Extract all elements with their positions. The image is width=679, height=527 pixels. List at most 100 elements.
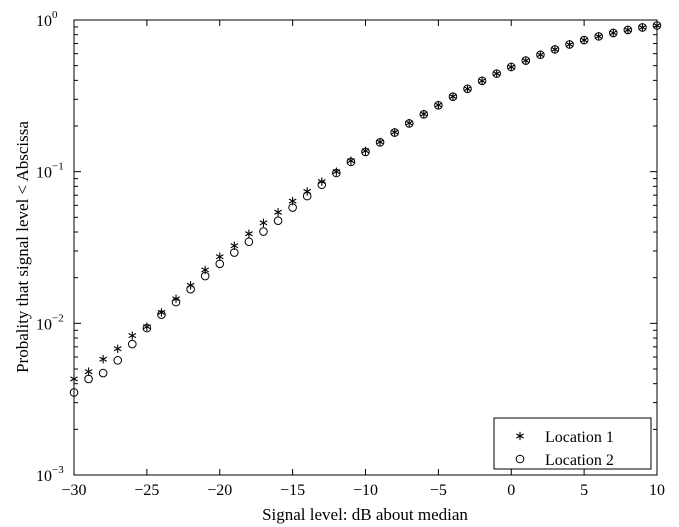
y-tick-label: 100 [36,9,58,30]
data-point-location-2 [623,25,633,35]
data-point-location-1 [653,21,661,30]
data-point-location-1 [142,322,151,331]
data-point-location-2 [84,374,93,384]
data-point-location-1 [128,331,137,340]
data-point-location-2 [244,237,254,247]
data-point-location-1 [84,367,93,376]
data-point-location-1 [551,45,559,54]
data-point-location-2 [390,128,399,137]
data-point-location-2 [317,180,327,190]
data-point-location-1 [478,76,487,86]
data-point-location-1 [157,308,166,317]
data-point-location-2 [419,109,429,119]
legend-label-location-2: Location 2 [545,452,614,469]
data-point-location-2 [171,297,181,307]
data-point-location-2 [579,35,589,45]
data-point-location-2 [273,216,283,226]
data-point-location-2 [492,69,501,78]
points-layer [69,21,662,397]
data-point-location-1 [638,23,647,32]
legend-marker-location-1 [516,431,524,441]
data-point-location-1 [390,128,399,137]
data-point-location-1 [419,109,428,119]
y-tick-exponent: −1 [52,161,64,173]
data-point-location-2 [434,100,443,110]
data-point-location-1 [565,40,574,49]
legend: Location 1 Location 2 [493,417,652,470]
legend-marker-location-2 [515,454,525,464]
data-point-location-1 [274,208,282,217]
x-tick-label: −20 [207,482,232,499]
data-point-location-2 [477,76,487,86]
x-tick-label: −5 [430,482,447,499]
data-point-location-2 [215,259,225,269]
x-tick-label: −15 [280,482,305,499]
x-tick-label: −25 [134,482,159,499]
data-point-location-1 [623,25,632,35]
data-point-location-2 [550,45,560,54]
x-tick-label: 10 [649,482,665,499]
data-point-location-2 [69,388,79,397]
data-point-location-2 [506,62,516,72]
data-point-location-1 [434,100,443,110]
data-point-location-1 [609,28,618,38]
data-point-location-2 [200,271,210,281]
y-tick-label: 10−2 [36,312,64,333]
data-point-location-1 [317,177,326,186]
data-point-location-2 [463,84,472,94]
x-tick-label: 5 [580,482,588,499]
data-point-location-1 [507,62,516,72]
data-point-location-1 [449,92,457,101]
data-point-location-1 [70,374,78,384]
data-point-location-2 [448,92,458,102]
y-tick-label: 10−3 [36,464,64,485]
data-point-location-1 [580,35,589,45]
data-point-location-2 [113,356,123,365]
data-point-location-1 [405,118,414,128]
legend-circle-marker [515,454,525,464]
data-point-location-2 [521,56,531,65]
data-point-location-1 [259,218,268,228]
data-point-location-2 [259,227,268,236]
y-axis-label: Probality that signal level < Abscissa [13,121,32,373]
data-point-location-2 [332,168,341,178]
data-point-location-2 [98,368,108,378]
x-tick-label: −10 [353,482,378,499]
data-point-location-1 [303,187,312,196]
data-point-location-1 [492,69,501,78]
data-point-location-1 [113,344,122,353]
data-point-location-1 [463,84,472,93]
x-tick-label: −30 [61,482,86,499]
data-point-location-1 [244,229,253,238]
data-point-location-2 [186,284,195,294]
data-point-location-2 [361,147,370,157]
data-point-location-1 [521,56,530,65]
x-tick-label: 0 [507,482,515,499]
legend-label-location-1: Location 1 [545,429,614,446]
data-point-location-2 [536,50,545,60]
data-point-location-2 [652,21,662,30]
x-axis-label: Signal level: dB about median [262,505,468,524]
y-tick-exponent: −2 [52,312,64,324]
data-point-location-2 [230,248,239,257]
data-point-location-2 [404,119,414,128]
y-tick-label: 10−1 [36,161,64,182]
legend-box [493,417,652,470]
data-point-location-2 [594,32,604,41]
data-point-location-1 [536,50,545,59]
data-point-location-2 [375,138,385,147]
data-point-location-2 [638,23,647,32]
y-tick-exponent: 0 [52,9,58,21]
plot-frame [73,19,658,476]
data-point-location-2 [346,157,356,167]
legend-asterisk-marker [516,431,524,441]
data-point-location-2 [608,28,618,38]
data-point-location-1 [99,355,108,364]
data-point-location-1 [172,294,180,304]
data-point-location-2 [565,40,574,49]
data-point-location-1 [376,137,384,147]
data-point-location-2 [288,203,297,212]
